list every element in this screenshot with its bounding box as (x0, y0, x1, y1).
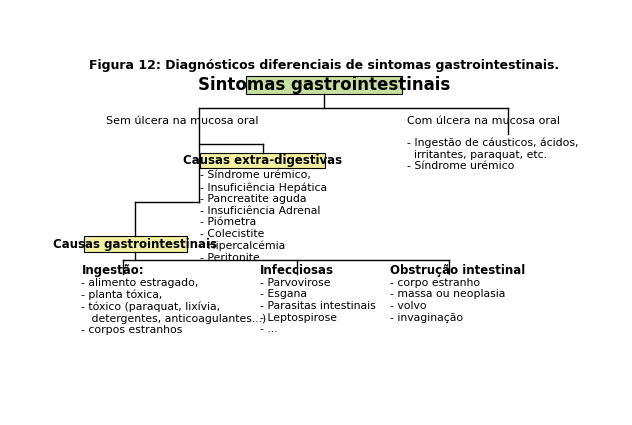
Text: - Parvovirose
- Esgana
- Parasitas intestinais
- Leptospirose
- ...: - Parvovirose - Esgana - Parasitas intes… (260, 278, 376, 334)
Text: Ingestão:: Ingestão: (82, 264, 144, 277)
Text: - corpo estranho
- massa ou neoplasia
- volvo
- invaginação: - corpo estranho - massa ou neoplasia - … (390, 278, 506, 323)
Text: - alimento estragado,
- planta tóxica,
- tóxico (paraquat, lixívia,
   detergent: - alimento estragado, - planta tóxica, -… (82, 278, 267, 335)
Text: - Síndrome urémico,
- Insuficiência Hepática
- Pancreatite aguda
- Insuficiência: - Síndrome urémico, - Insuficiência Hepá… (200, 170, 327, 263)
Text: Figura 12: Diagnósticos diferenciais de sintomas gastrointestinais.: Figura 12: Diagnósticos diferenciais de … (89, 59, 559, 72)
Text: - Ingestão de cáusticos, ácidos,
  irritantes, paraquat, etc.
- Síndrome urémico: - Ingestão de cáusticos, ácidos, irritan… (407, 138, 579, 171)
Text: Obstrução intestinal: Obstrução intestinal (390, 264, 525, 277)
FancyBboxPatch shape (245, 76, 403, 94)
FancyBboxPatch shape (200, 153, 325, 168)
Text: Sintomas gastrointestinais: Sintomas gastrointestinais (198, 76, 450, 94)
Text: Sem úlcera na mucosa oral: Sem úlcera na mucosa oral (106, 116, 258, 126)
Text: Com úlcera na mucosa oral: Com úlcera na mucosa oral (407, 116, 560, 126)
Text: Causas extra-digestivas: Causas extra-digestivas (183, 154, 343, 167)
Text: Infecciosas: Infecciosas (260, 264, 334, 277)
Text: Causas gastrointestinais: Causas gastrointestinais (53, 238, 217, 251)
FancyBboxPatch shape (84, 236, 187, 252)
